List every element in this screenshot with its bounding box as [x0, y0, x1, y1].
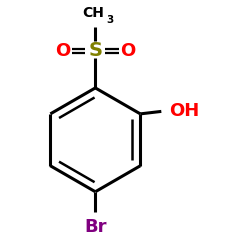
Text: CH: CH: [82, 6, 104, 20]
Text: 3: 3: [106, 15, 114, 25]
Text: Br: Br: [84, 218, 106, 236]
Text: O: O: [120, 42, 135, 60]
Text: OH: OH: [169, 102, 199, 120]
Text: S: S: [88, 41, 102, 60]
Text: O: O: [56, 42, 71, 60]
